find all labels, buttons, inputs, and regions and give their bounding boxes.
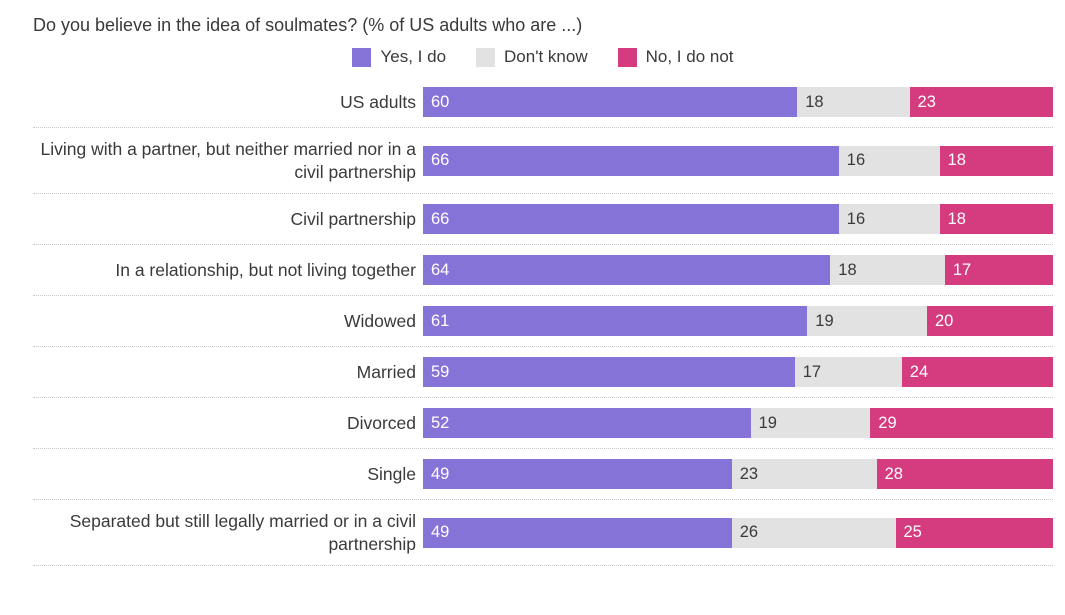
bar-segment-yes: 52 <box>423 408 751 439</box>
bar-value-label: 66 <box>431 209 450 228</box>
bar-track: 52 19 29 <box>423 408 1053 439</box>
bar-segment-dont-know: 23 <box>731 459 877 490</box>
bar-value-label: 23 <box>739 464 759 483</box>
row-label: Separated but still legally married or i… <box>69 511 416 554</box>
bar-segment-no: 18 <box>939 204 1053 235</box>
chart-legend: Yes, I do Don't know No, I do not <box>33 47 1053 67</box>
bar-value-label: 52 <box>431 413 450 432</box>
bar-segment-yes: 59 <box>423 357 795 388</box>
bar-value-label: 61 <box>431 311 450 330</box>
bar-segment-no: 24 <box>901 357 1053 388</box>
row-label: Single <box>367 463 416 484</box>
bar-track: 60 18 23 <box>423 87 1053 118</box>
legend-label: Don't know <box>504 47 588 67</box>
bar-value-label: 49 <box>431 464 450 483</box>
bar-segment-no: 25 <box>895 517 1053 548</box>
bar-value-label: 66 <box>431 151 450 170</box>
bar-value-label: 25 <box>903 523 922 542</box>
legend-swatch-icon <box>352 47 372 67</box>
row-label: In a relationship, but not living togeth… <box>115 259 416 280</box>
bar-value-label: 18 <box>947 151 966 170</box>
bar-segment-dont-know: 18 <box>797 87 910 118</box>
row-label: Divorced <box>346 412 416 433</box>
bar-segment-dont-know: 17 <box>794 357 902 388</box>
bar-value-label: 16 <box>846 151 866 170</box>
bar-segment-dont-know: 16 <box>838 204 940 235</box>
bar-segment-dont-know: 18 <box>830 255 945 286</box>
legend-item-0: Yes, I do <box>352 47 446 67</box>
bar-segment-no: 23 <box>909 87 1053 118</box>
bar-value-label: 24 <box>909 362 929 381</box>
chart-row: Widowed 61 19 20 <box>33 296 1053 348</box>
bar-segment-yes: 64 <box>423 255 831 286</box>
bar-value-label: 17 <box>802 362 822 381</box>
bar-segment-yes: 60 <box>423 87 798 118</box>
chart-row: Married 59 17 24 <box>33 347 1053 399</box>
bar-track: 64 18 17 <box>423 255 1053 286</box>
chart-row: Separated but still legally married or i… <box>33 500 1053 566</box>
bar-track: 49 23 28 <box>423 459 1054 490</box>
bar-segment-no: 20 <box>927 306 1053 337</box>
bar-value-label: 23 <box>917 92 936 111</box>
row-label: Married <box>356 361 416 382</box>
chart-title: Do you believe in the idea of soulmates?… <box>33 15 583 35</box>
bar-segment-yes: 66 <box>423 204 839 235</box>
bar-segment-yes: 49 <box>423 517 732 548</box>
bar-segment-no: 29 <box>870 408 1053 439</box>
chart-row: Living with a partner, but neither marri… <box>33 128 1053 195</box>
bar-segment-yes: 61 <box>423 306 808 337</box>
bar-value-label: 59 <box>431 362 450 381</box>
bar-value-label: 18 <box>947 209 966 228</box>
bar-track: 66 16 18 <box>423 204 1053 235</box>
bar-track: 61 19 20 <box>423 306 1053 337</box>
chart-row: Divorced 52 19 29 <box>33 398 1053 450</box>
chart-row: Civil partnership 66 16 18 <box>33 194 1053 246</box>
legend-label: Yes, I do <box>380 47 447 67</box>
legend-item-2: No, I do not <box>617 47 734 67</box>
bar-segment-dont-know: 26 <box>731 517 896 548</box>
chart-row: US adults 60 18 23 <box>33 77 1053 129</box>
bar-value-label: 19 <box>758 413 777 432</box>
bar-value-label: 28 <box>884 464 903 483</box>
bar-segment-yes: 66 <box>423 145 839 176</box>
bar-segment-dont-know: 16 <box>838 145 940 176</box>
legend-swatch-icon <box>476 47 496 67</box>
bar-track: 49 26 25 <box>423 517 1053 548</box>
legend-item-1: Don't know <box>476 47 588 67</box>
bar-segment-no: 28 <box>876 459 1054 490</box>
bar-value-label: 17 <box>952 260 972 279</box>
chart-rows: US adults 60 18 23 Living with a partner, bu… <box>33 77 1054 566</box>
bar-segment-no: 17 <box>944 255 1053 286</box>
row-label: US adults <box>340 92 416 113</box>
bar-value-label: 60 <box>431 92 450 111</box>
legend-label: No, I do not <box>645 47 734 67</box>
bar-segment-dont-know: 19 <box>807 306 927 337</box>
legend-swatch-icon <box>617 47 637 67</box>
bar-value-label: 26 <box>739 523 759 542</box>
bar-value-label: 16 <box>846 209 866 228</box>
bar-value-label: 64 <box>431 260 450 279</box>
bar-segment-no: 18 <box>939 145 1053 176</box>
bar-segment-dont-know: 19 <box>750 408 871 439</box>
bar-value-label: 29 <box>878 413 897 432</box>
bar-track: 59 17 24 <box>423 357 1053 388</box>
bar-value-label: 18 <box>805 92 824 111</box>
bar-segment-yes: 49 <box>423 459 732 490</box>
row-label: Widowed <box>344 310 416 331</box>
bar-value-label: 19 <box>815 311 834 330</box>
chart-row: Single 49 23 28 <box>33 449 1054 501</box>
bar-value-label: 20 <box>935 311 954 330</box>
bar-value-label: 18 <box>838 260 857 279</box>
chart-row: In a relationship, but not living togeth… <box>33 245 1053 297</box>
row-label: Civil partnership <box>290 208 416 229</box>
row-label: Living with a partner, but neither marri… <box>40 139 416 182</box>
bar-track: 66 16 18 <box>423 145 1053 176</box>
bar-value-label: 49 <box>431 523 450 542</box>
